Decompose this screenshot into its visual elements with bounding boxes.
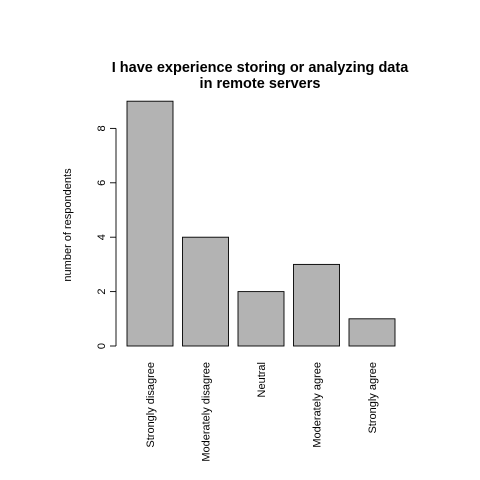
y-tick-label-3: 6 [96,180,108,186]
x-tick-label-4: Strongly agree [367,362,379,434]
bar-1 [182,236,229,347]
bars-group [126,100,396,347]
y-tick-label-1: 2 [96,289,108,295]
chart-title-line-2: in remote servers [200,76,321,92]
bar-0 [126,100,174,347]
y-tick-label-2: 4 [96,234,108,240]
y-tick-label-4: 8 [96,125,108,131]
x-tick-label-0: Strongly disagree [145,362,157,448]
chart-title-line-1: I have experience storing or analyzing d… [112,60,409,76]
y-axis-label: number of respondents [62,168,74,282]
y-axis: 0 2 4 6 8 [96,125,117,349]
x-axis-labels: Strongly disagree Moderately disagree Neut… [145,362,379,462]
bar-3 [293,263,340,347]
y-tick-label-0: 0 [96,343,108,349]
x-tick-label-2: Neutral [256,362,268,397]
x-tick-label-1: Moderately disagree [200,362,212,462]
x-tick-label-3: Moderately agree [311,362,323,448]
bar-2 [237,291,285,347]
bar-4 [348,318,396,347]
